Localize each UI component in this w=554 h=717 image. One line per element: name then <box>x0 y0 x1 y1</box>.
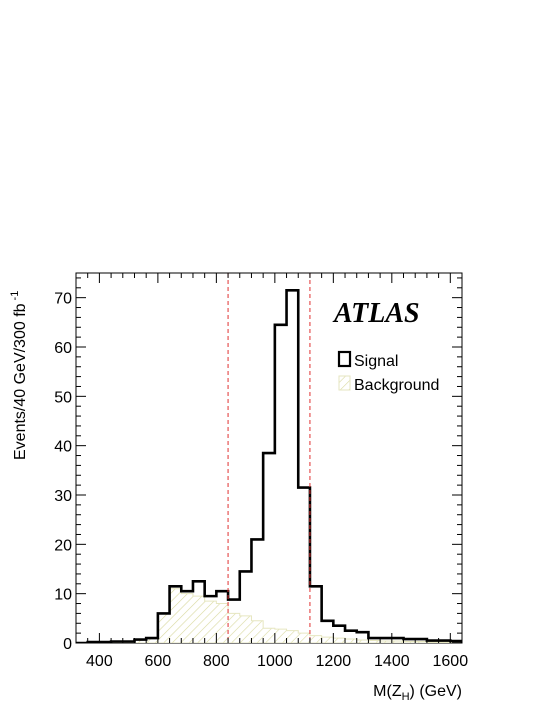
axis-ticks: 400 600 800 1000 1200 1400 1600 0 10 20 30 40 50 60 70 <box>54 273 468 670</box>
y-axis-title-main: Events/40 GeV/300 fb <box>12 303 29 460</box>
x-axis-title-sub: H <box>402 691 410 703</box>
cut-lines <box>227 273 311 643</box>
legend-swatch-background <box>338 375 351 391</box>
x-tick-label: 1000 <box>257 653 293 670</box>
atlas-brand: ATLAS <box>332 298 420 329</box>
y-tick-label: 40 <box>54 439 72 456</box>
x-tick-label: 1600 <box>433 653 469 670</box>
x-axis-title: M(ZH) (GeV) <box>373 683 462 703</box>
series-background <box>76 588 462 643</box>
y-tick-label: 20 <box>54 537 72 554</box>
y-tick-label: 0 <box>63 636 72 653</box>
x-tick-label: 600 <box>145 653 172 670</box>
x-tick-label: 1200 <box>316 653 352 670</box>
y-tick-label: 30 <box>54 488 72 505</box>
series-signal <box>76 288 462 643</box>
x-tick-label: 400 <box>86 653 113 670</box>
y-tick-label: 70 <box>54 291 72 308</box>
y-tick-label: 10 <box>54 587 72 604</box>
y-axis-title-sup: -1 <box>9 291 21 301</box>
legend-swatch-signal <box>337 350 352 368</box>
legend-label-background: Background <box>354 377 439 394</box>
y-tick-label: 50 <box>54 389 72 406</box>
legend: Signal Background <box>337 350 439 394</box>
x-axis-title-tail: ) (GeV) <box>410 683 462 700</box>
x-tick-label: 800 <box>203 653 230 670</box>
series-layer <box>76 288 462 643</box>
y-tick-label: 60 <box>54 340 72 357</box>
y-axis-title: Events/40 GeV/300 fb -1 <box>9 291 29 460</box>
legend-label-signal: Signal <box>354 353 398 370</box>
x-tick-label: 1400 <box>374 653 410 670</box>
x-axis-title-main: M(Z <box>373 683 402 700</box>
